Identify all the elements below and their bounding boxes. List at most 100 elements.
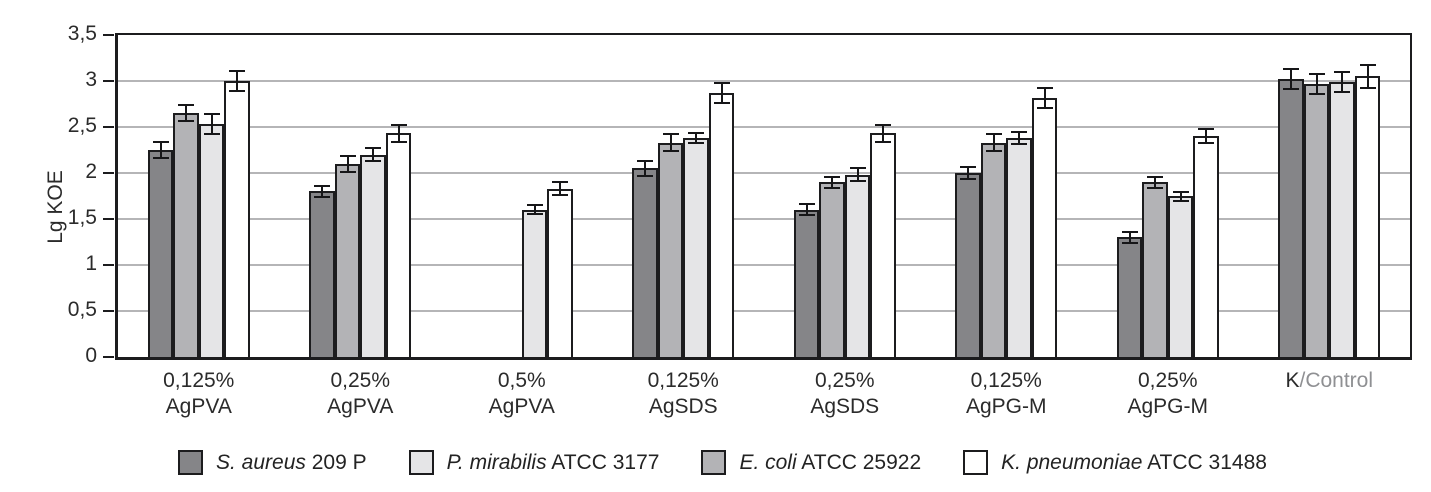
x-category-label: 0,125% AgPG-M [926,368,1088,420]
error-bar [339,154,356,173]
error-bar [985,133,1002,152]
legend-label: P. mirabilis ATCC 3177 [447,451,660,475]
error-bar-stem [1290,70,1292,89]
error-bar-stem [669,135,672,150]
error-bar-stem [1043,88,1046,107]
bar-series2-cat5 [819,182,845,357]
error-bar [152,140,169,160]
error-bar-stem [882,126,884,141]
error-bar [314,184,330,198]
y-tick-mark [103,126,114,128]
y-tick-label: 1,5 [67,206,97,229]
x-category-label-line2: AgPVA [327,395,394,418]
error-bar [365,147,381,162]
bar-series2-cat4 [657,142,684,357]
error-bar-stem [1341,72,1343,91]
gridline [118,218,1410,220]
error-bar [526,204,543,216]
error-bar-stem [559,183,561,194]
x-category-label: 0,5% AgPVA [441,368,603,420]
x-category-label-line1: K/Control [1249,368,1411,394]
legend-species-name: S. aureus [216,450,306,474]
error-bar-stem [856,169,859,181]
error-bar [960,165,976,181]
bar-series3-cat6 [1006,138,1032,357]
bar-series1-cat7 [1116,237,1143,357]
error-bar [178,104,194,123]
x-category-label-line1: 0,125% [163,369,235,392]
x-label-part: K [1285,369,1300,392]
legend: S. aureus 209 P P. mirabilis ATCC 3177 E. … [178,450,1267,475]
error-bar [203,113,220,136]
bar-series4-cat2 [385,133,412,357]
y-tick-mark [103,34,114,36]
error-bar [229,69,245,93]
y-tick-label: 3 [85,68,97,91]
error-bar-stem [397,126,400,141]
bar-series1-cat6 [955,173,981,357]
y-tick-mark [103,172,114,174]
error-bar-stem [1315,74,1318,93]
bar-series2-cat8 [1303,83,1330,357]
bar-series4-cat1 [224,81,250,357]
error-bar-stem [372,149,374,160]
bar-series2-cat2 [334,163,361,357]
bar-series3-cat7 [1167,196,1194,357]
gridline [118,126,1410,128]
error-bar [849,167,866,183]
bar-series4-cat5 [870,133,896,357]
x-category-label-line1: 0,25% [330,369,391,392]
x-category-label: 0,25% AgSDS [764,368,926,420]
x-category-label: 0,25% AgPVA [280,368,442,420]
bar-series3-cat5 [844,174,871,357]
error-bar [713,81,730,104]
bar-series1-cat5 [793,209,820,357]
y-tick-mark [103,264,114,266]
bar-series1-cat2 [309,191,335,357]
bar-series2-cat7 [1142,182,1168,357]
bar-series3-cat4 [683,138,709,357]
x-label-part-muted: /Control [1299,369,1374,392]
legend-item: P. mirabilis ATCC 3177 [408,450,660,475]
error-bar-stem [210,115,213,134]
legend-swatch [701,450,727,475]
bar-series3-cat1 [198,124,225,357]
legend-strain-name: ATCC 3177 [546,450,660,474]
gridline [118,172,1410,174]
x-category-label-line2: AgPG-M [965,395,1047,418]
error-bar-stem [159,142,162,158]
legend-strain-name: ATCC 31488 [1142,450,1267,474]
bar-series4-cat7 [1193,136,1219,357]
x-category-label-line2: AgPVA [165,395,232,418]
error-bar [688,131,704,145]
error-bar [1121,230,1138,244]
error-bar [637,160,653,177]
gridline [118,310,1410,312]
error-bar-stem [1128,232,1131,242]
error-bar-stem [1366,65,1369,88]
error-bar-stem [185,106,187,121]
error-bar-stem [346,156,349,171]
y-tick-mark [103,310,114,312]
error-bar [1334,70,1350,93]
error-bar [552,181,568,196]
x-category-label-line2: AgSDS [648,395,718,418]
x-category-label-line2: AgPVA [488,395,555,418]
error-bar [824,175,840,189]
error-bar-stem [1154,177,1156,187]
error-bar-stem [321,186,323,196]
y-tick-label: 0,5 [67,298,97,321]
error-bar-stem [992,135,995,150]
error-bar [390,124,407,143]
x-category-label-line1: 0,25% [1137,369,1198,392]
error-bar [1283,68,1299,91]
error-bar-stem [805,205,808,215]
error-bar [1308,72,1325,95]
x-category-label-line1: 0,125% [647,369,719,392]
legend-label: S. aureus 209 P [216,451,367,475]
y-tick-mark [103,80,114,82]
x-category-label-line2: AgPG-M [1127,395,1208,418]
bar-series1-cat8 [1278,79,1304,357]
legend-strain-name: 209 P [305,450,367,474]
legend-item: K. pneumoniae ATCC 31488 [963,450,1267,475]
